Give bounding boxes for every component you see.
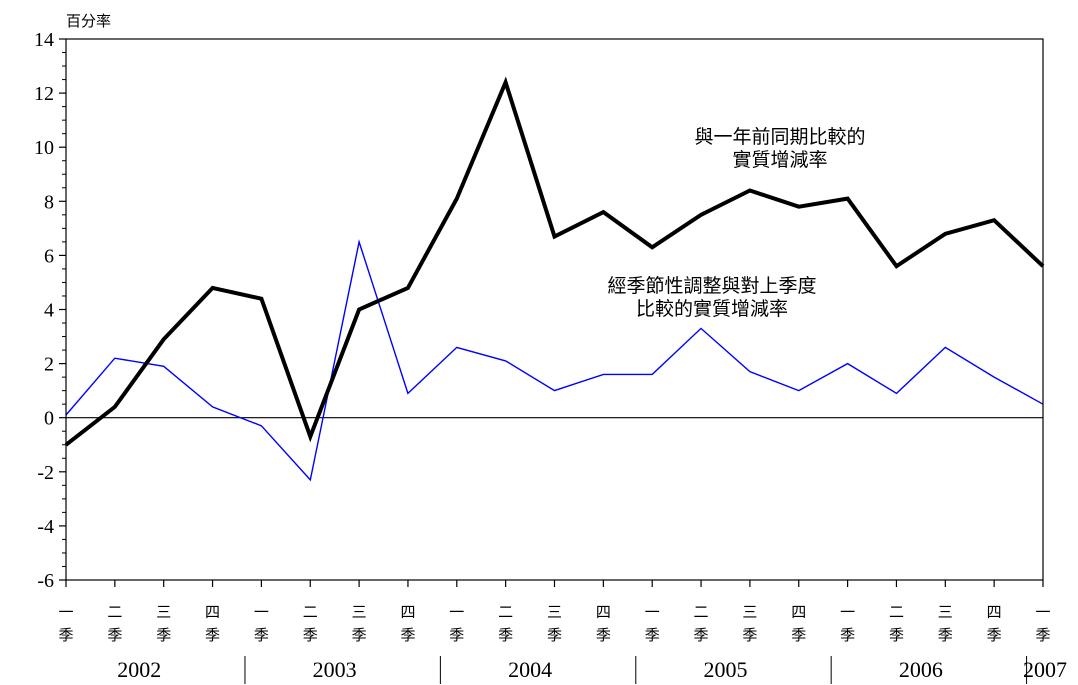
- quarter-label-bottom: 季: [987, 626, 1002, 644]
- quarter-label-top: 一: [254, 603, 269, 621]
- quarter-label-top: 四: [596, 603, 611, 621]
- quarter-label-bottom: 季: [547, 626, 562, 644]
- quarter-label-top: 三: [742, 603, 757, 621]
- quarter-label-top: 三: [938, 603, 953, 621]
- quarter-label-top: 二: [889, 603, 904, 621]
- x-axis-ticks: [65, 580, 1044, 587]
- quarter-label-bottom: 季: [58, 626, 73, 644]
- year-label: 2002: [117, 657, 161, 682]
- series-annotation-line: 比較的實質增減率: [636, 298, 788, 320]
- y-tick-label: 10: [34, 137, 54, 159]
- quarter-label-bottom: 季: [742, 626, 757, 644]
- y-tick-label: -6: [37, 570, 54, 592]
- quarter-label-top: 四: [205, 603, 220, 621]
- quarter-label-bottom: 季: [254, 626, 269, 644]
- year-label: 2007: [1023, 657, 1067, 682]
- quarter-label-bottom: 季: [303, 626, 318, 644]
- year-label: 2006: [899, 657, 943, 682]
- quarter-label-bottom: 季: [156, 626, 171, 644]
- quarter-label-bottom: 季: [938, 626, 953, 644]
- quarter-label-top: 四: [791, 603, 806, 621]
- y-tick-label: 2: [44, 354, 54, 376]
- y-axis-unit-label: 百分率: [66, 12, 111, 30]
- year-label: 2003: [313, 657, 357, 682]
- quarter-label-top: 一: [449, 603, 464, 621]
- series-annotation-line: 與一年前同期比較的: [694, 126, 865, 148]
- quarter-label-bottom: 季: [205, 626, 220, 644]
- quarter-label-top: 二: [303, 603, 318, 621]
- quarter-labels: 一季二季三季四季一季二季三季四季一季二季三季四季一季二季三季四季一季二季三季四季…: [58, 603, 1050, 644]
- year-label: 2004: [508, 657, 552, 682]
- quarter-label-top: 二: [498, 603, 513, 621]
- plot-frame: [65, 38, 1044, 581]
- quarter-label-top: 一: [840, 603, 855, 621]
- quarter-label-bottom: 季: [694, 626, 709, 644]
- year-labels: 2002 2003 2004 2005 2006 2007: [117, 656, 1067, 684]
- y-tick-label: -2: [37, 462, 54, 484]
- quarter-label-bottom: 季: [400, 626, 415, 644]
- series-annotation-line: 經季節性調整與對上季度: [607, 275, 816, 297]
- y-tick-label: 14: [34, 29, 54, 51]
- series-line-year-on-year: [64, 76, 1045, 447]
- quarter-label-top: 二: [694, 603, 709, 621]
- y-tick-label: 0: [44, 408, 54, 430]
- y-axis-ticks: -6 -4 -2 0 2 4 6 8 10 12 14: [34, 29, 66, 592]
- y-tick-label: 12: [34, 83, 54, 105]
- y-tick-label: 6: [44, 245, 54, 267]
- quarter-label-bottom: 季: [596, 626, 611, 644]
- quarter-label-bottom: 季: [1035, 626, 1050, 644]
- quarter-label-bottom: 季: [449, 626, 464, 644]
- quarter-label-top: 三: [156, 603, 171, 621]
- quarter-label-bottom: 季: [791, 626, 806, 644]
- year-label: 2005: [703, 657, 747, 682]
- y-tick-label: 4: [44, 300, 54, 322]
- quarter-label-bottom: 季: [498, 626, 513, 644]
- quarter-label-bottom: 季: [352, 626, 367, 644]
- quarter-label-bottom: 季: [889, 626, 904, 644]
- quarter-label-top: 三: [352, 603, 367, 621]
- series-line-seasonally-adjusted: [65, 239, 1044, 482]
- quarter-label-top: 三: [547, 603, 562, 621]
- quarter-label-bottom: 季: [107, 626, 122, 644]
- series-annotation-line: 實質增減率: [732, 149, 827, 171]
- quarter-label-top: 二: [107, 603, 122, 621]
- quarter-label-bottom: 季: [840, 626, 855, 644]
- quarter-label-top: 一: [645, 603, 660, 621]
- quarter-label-top: 四: [400, 603, 415, 621]
- quarter-label-top: 一: [1035, 603, 1050, 621]
- y-tick-label: 8: [44, 191, 54, 213]
- quarter-label-top: 四: [987, 603, 1002, 621]
- quarter-label-bottom: 季: [645, 626, 660, 644]
- y-tick-label: -4: [37, 516, 54, 538]
- quarter-label-top: 一: [58, 603, 73, 621]
